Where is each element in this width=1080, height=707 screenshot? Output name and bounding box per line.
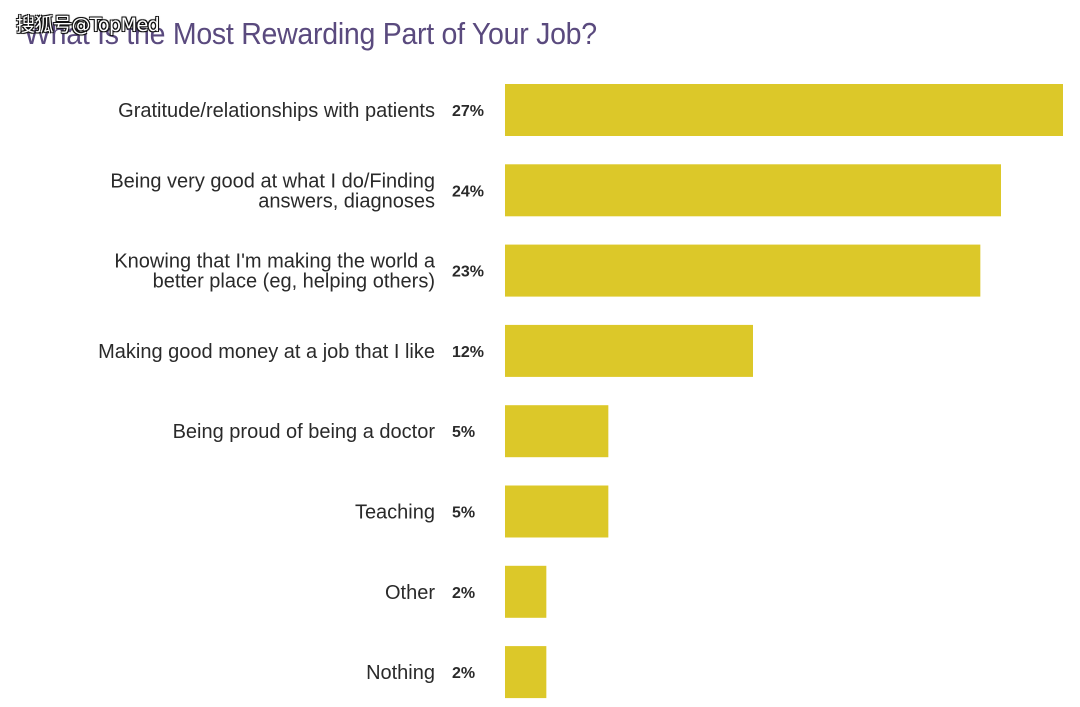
value-label: 2%: [452, 665, 475, 682]
bar-5: [505, 405, 609, 458]
value-label: 27%: [452, 103, 484, 120]
category-label-line: Nothing: [366, 662, 435, 684]
bar-4: [505, 324, 753, 377]
value-label: 2%: [452, 585, 475, 602]
value-label: 24%: [452, 183, 484, 200]
bar-1: [505, 84, 1063, 136]
category-label-line: Gratitude/relationships with patients: [118, 100, 435, 122]
category-label: Gratitude/relationships with patients: [118, 100, 435, 122]
chart-title: What Is the Most Rewarding Part of Your …: [24, 16, 597, 51]
category-label-line: Teaching: [355, 502, 435, 524]
category-label-line: answers, diagnoses: [258, 190, 435, 212]
category-label: Making good money at a job that I like: [98, 341, 435, 363]
category-label-line: Other: [385, 582, 435, 604]
category-label: Teaching: [355, 502, 435, 524]
category-label: Nothing: [366, 662, 435, 684]
value-label: 5%: [452, 424, 475, 441]
category-label-line: Making good money at a job that I like: [98, 341, 435, 363]
bar-8: [505, 646, 547, 699]
category-label-line: Being very good at what I do/Finding: [110, 170, 435, 192]
category-label-line: better place (eg, helping others): [153, 271, 435, 293]
value-label: 23%: [452, 264, 484, 281]
category-label: Being very good at what I do/Finding answ…: [110, 170, 435, 212]
category-label-line: Knowing that I'm making the world a: [114, 251, 436, 273]
bar-2: [505, 164, 1001, 217]
bar-6: [505, 485, 609, 538]
category-label: Other: [385, 582, 435, 604]
value-label: 5%: [452, 505, 475, 522]
value-label: 12%: [452, 344, 484, 361]
watermark-text: 搜狐号@TopMed: [16, 14, 160, 36]
category-label: Being proud of being a doctor: [173, 421, 436, 443]
category-label: Knowing that I'm making the world a bette…: [114, 251, 436, 293]
category-label-line: Being proud of being a doctor: [173, 421, 436, 443]
bar-3: [505, 244, 981, 297]
bar-7: [505, 565, 547, 618]
